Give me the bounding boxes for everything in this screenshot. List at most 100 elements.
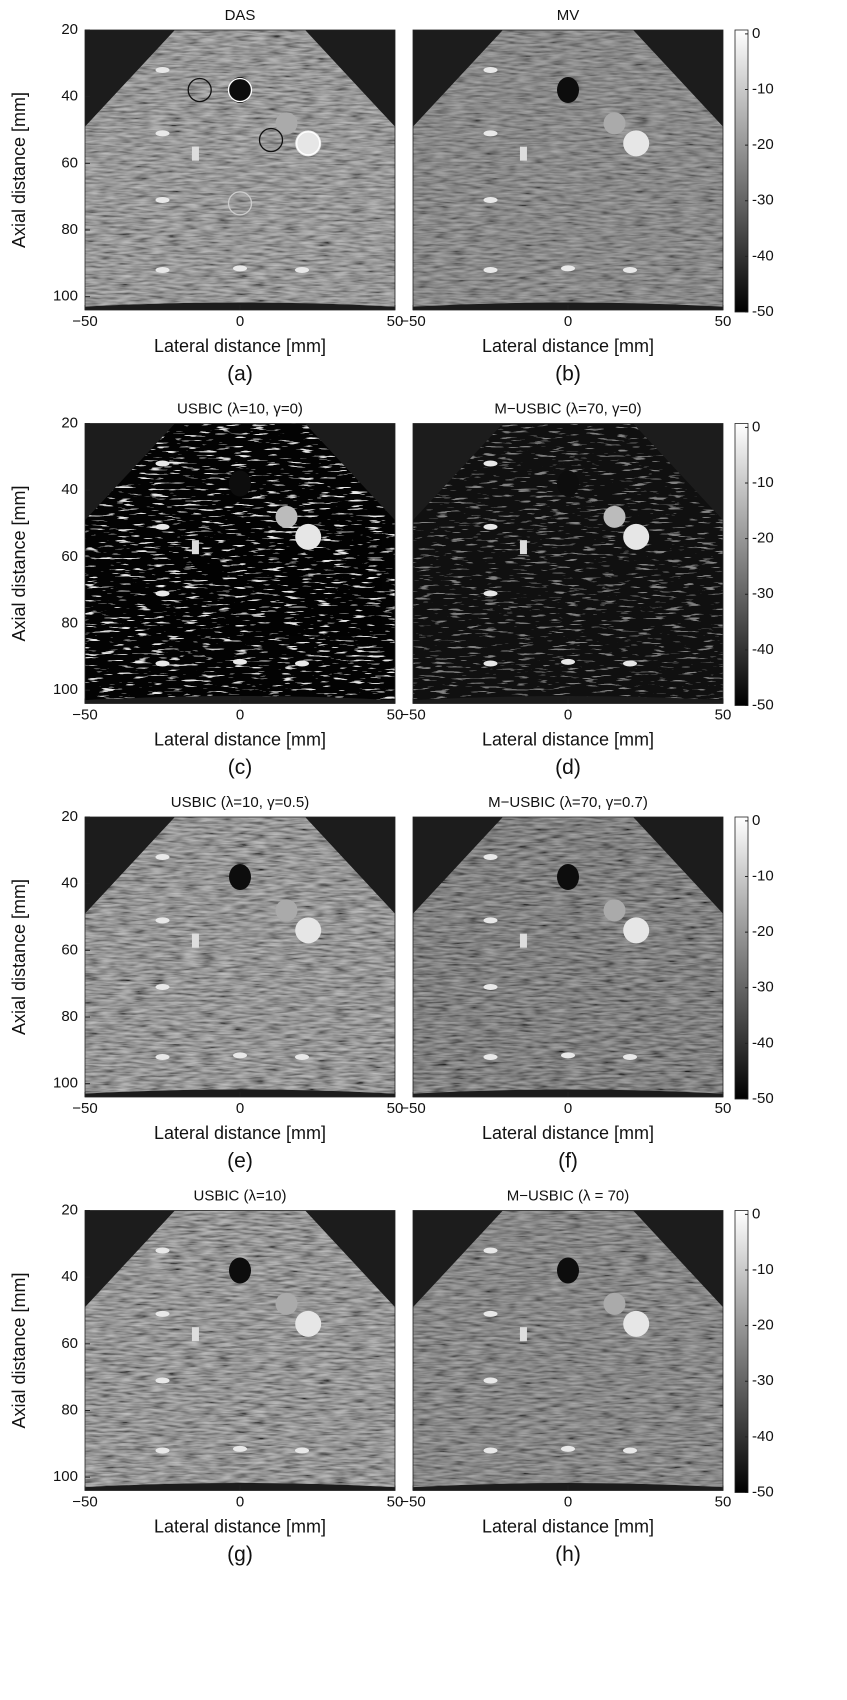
point-target bbox=[155, 1247, 170, 1254]
speckle-texture bbox=[413, 1210, 723, 1488]
point-target bbox=[561, 1445, 575, 1452]
colorbar-tick-label: -20 bbox=[752, 530, 774, 547]
panel: USBIC (λ=10, γ=0.5) −50 0 50 20 40 60 80 100 Late… bbox=[9, 794, 404, 1173]
point-target bbox=[483, 1054, 498, 1060]
point-target bbox=[483, 460, 498, 467]
roi-circle bbox=[187, 77, 212, 103]
y-tick-label: 40 bbox=[61, 481, 78, 498]
point-target bbox=[561, 1052, 575, 1059]
roi-circle bbox=[296, 131, 321, 156]
colorbar-tick-label: -20 bbox=[752, 1317, 774, 1334]
x-tick-label: −50 bbox=[400, 313, 425, 330]
wire-target bbox=[191, 146, 199, 161]
colorbar-tick-label: -10 bbox=[752, 474, 774, 491]
point-target bbox=[483, 523, 498, 530]
colorbar bbox=[734, 423, 749, 706]
x-axis-label: Lateral distance [mm] bbox=[154, 729, 326, 749]
anechoic-cyst bbox=[557, 470, 579, 497]
wire-target bbox=[519, 1327, 527, 1342]
point-target bbox=[233, 658, 247, 665]
wire-target bbox=[519, 146, 527, 161]
colorbar-tick-label: -30 bbox=[752, 1372, 774, 1389]
y-tick-label: 100 bbox=[53, 288, 78, 305]
colorbar-tick-label: -50 bbox=[752, 1483, 774, 1500]
y-tick-label: 80 bbox=[61, 614, 78, 631]
point-target bbox=[623, 1054, 637, 1060]
hyperechoic-lesion bbox=[623, 917, 650, 944]
colorbar-tick-label: -50 bbox=[752, 303, 774, 320]
panel-title: USBIC (λ=10, γ=0.5) bbox=[171, 794, 309, 811]
colorbar-tick-label: -40 bbox=[752, 641, 774, 658]
colorbar-tick-label: -40 bbox=[752, 1034, 774, 1051]
point-target bbox=[295, 1447, 309, 1454]
colorbar-tick-label: 0 bbox=[752, 25, 760, 42]
x-axis-label: Lateral distance [mm] bbox=[154, 1123, 326, 1143]
point-target bbox=[483, 1447, 498, 1454]
x-tick-label: 0 bbox=[564, 1100, 572, 1117]
panel-caption: (e) bbox=[227, 1150, 253, 1173]
panel: M−USBIC (λ = 70) −50 0 50 Lateral distance [… bbox=[400, 1187, 773, 1566]
point-target bbox=[233, 1052, 247, 1059]
x-tick-label: 50 bbox=[715, 1100, 732, 1117]
x-tick-label: −50 bbox=[400, 1100, 425, 1117]
hyperechoic-lesion bbox=[623, 1310, 650, 1337]
colorbar bbox=[734, 29, 749, 313]
speckle-texture bbox=[85, 423, 395, 701]
x-axis-label: Lateral distance [mm] bbox=[482, 336, 654, 356]
x-tick-label: 50 bbox=[715, 313, 732, 330]
hyperechoic-lesion bbox=[603, 505, 626, 528]
hyperechoic-lesion bbox=[275, 1292, 298, 1315]
anechoic-cyst bbox=[229, 864, 251, 890]
point-target bbox=[155, 460, 170, 467]
anechoic-cyst bbox=[229, 1257, 251, 1284]
point-target bbox=[623, 267, 637, 273]
y-axis-label: Axial distance [mm] bbox=[9, 92, 29, 248]
x-tick-label: −50 bbox=[400, 1493, 425, 1510]
y-tick-label: 60 bbox=[61, 548, 78, 565]
hyperechoic-lesion bbox=[275, 112, 298, 135]
x-axis-label: Lateral distance [mm] bbox=[482, 729, 654, 749]
colorbar bbox=[734, 816, 749, 1100]
y-tick-label: 60 bbox=[61, 154, 78, 171]
point-target bbox=[483, 1310, 498, 1317]
x-tick-label: 0 bbox=[564, 706, 572, 723]
colorbar-tick-label: -10 bbox=[752, 80, 774, 97]
colorbar-tick-label: -20 bbox=[752, 923, 774, 940]
hyperechoic-lesion bbox=[603, 899, 626, 922]
speckle-texture bbox=[413, 30, 723, 307]
point-target bbox=[295, 660, 309, 667]
point-target bbox=[483, 1247, 498, 1254]
y-tick-label: 20 bbox=[61, 21, 78, 38]
colorbar bbox=[734, 1210, 749, 1493]
point-target bbox=[295, 267, 309, 273]
x-tick-label: 0 bbox=[236, 706, 244, 723]
y-tick-label: 100 bbox=[53, 681, 78, 698]
panel-title: USBIC (λ=10) bbox=[194, 1187, 287, 1204]
point-target bbox=[155, 1447, 170, 1454]
panel-caption: (a) bbox=[227, 363, 253, 386]
y-axis-label: Axial distance [mm] bbox=[9, 879, 29, 1035]
panel: M−USBIC (λ=70, γ=0) −50 0 50 Lateral distanc… bbox=[400, 400, 773, 779]
point-target bbox=[155, 67, 170, 73]
speckle-texture bbox=[413, 423, 723, 701]
anechoic-cyst bbox=[557, 1257, 579, 1284]
y-axis-label: Axial distance [mm] bbox=[9, 485, 29, 641]
hyperechoic-lesion bbox=[275, 899, 298, 922]
roi-circle bbox=[227, 191, 253, 216]
y-tick-label: 40 bbox=[61, 88, 78, 105]
point-target bbox=[561, 265, 575, 272]
point-target bbox=[483, 590, 498, 597]
x-tick-label: 0 bbox=[236, 1100, 244, 1117]
anechoic-cyst bbox=[229, 470, 251, 497]
x-tick-label: 50 bbox=[715, 706, 732, 723]
point-target bbox=[155, 660, 170, 667]
panel-title: USBIC (λ=10, γ=0) bbox=[177, 400, 303, 417]
colorbar-tick-label: -30 bbox=[752, 192, 774, 209]
x-tick-label: 0 bbox=[236, 1493, 244, 1510]
point-target bbox=[233, 265, 247, 272]
x-tick-label: −50 bbox=[72, 706, 97, 723]
point-target bbox=[483, 1377, 498, 1384]
colorbar-tick-label: -40 bbox=[752, 247, 774, 264]
hyperechoic-lesion bbox=[623, 523, 650, 550]
